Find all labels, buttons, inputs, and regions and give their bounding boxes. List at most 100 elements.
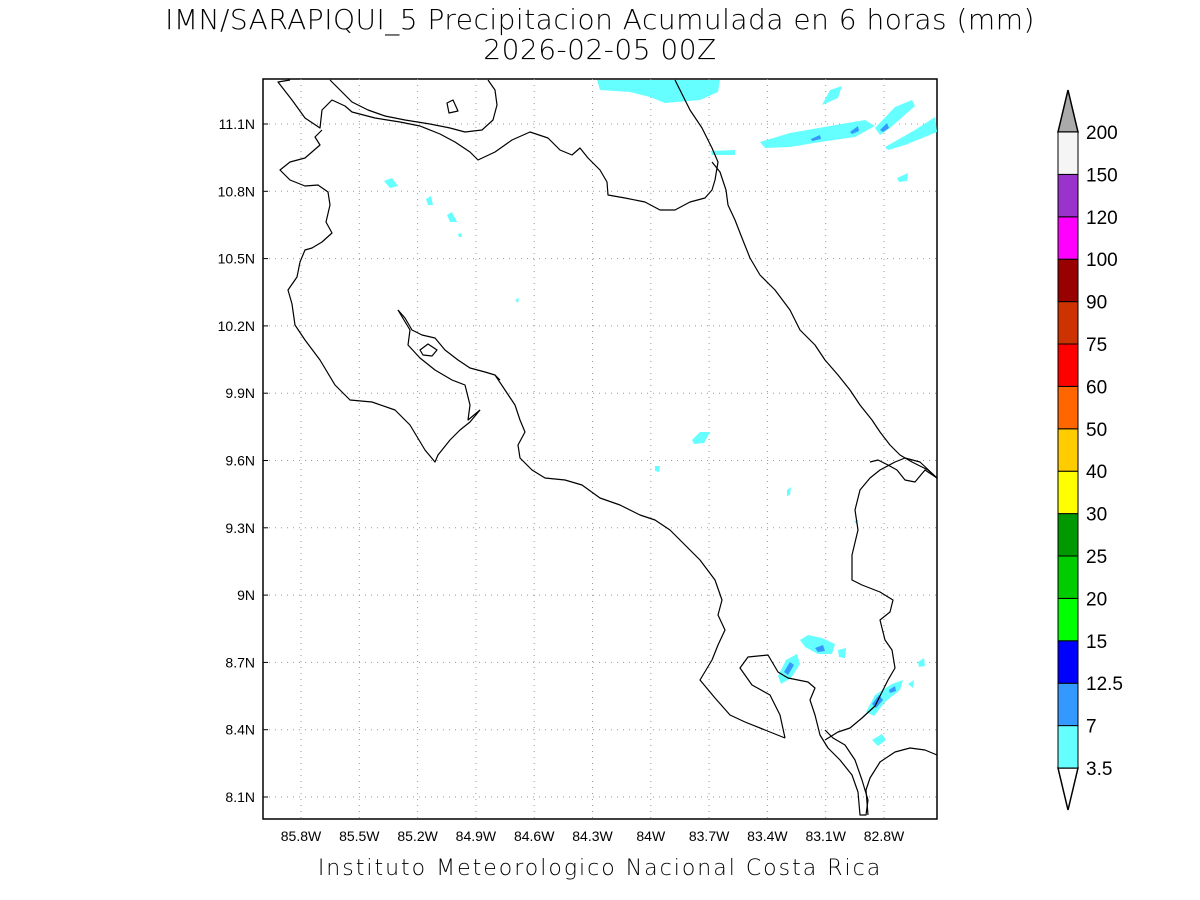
precip-patch bbox=[800, 635, 835, 654]
colorbar-top-arrow bbox=[1057, 89, 1079, 133]
colorbar-swatch bbox=[1057, 343, 1079, 387]
precip-patch bbox=[711, 150, 735, 155]
colorbar-label: 100 bbox=[1086, 250, 1118, 271]
precipitation-patches bbox=[384, 80, 937, 746]
colorbar-label: 75 bbox=[1086, 335, 1107, 356]
gridlines bbox=[263, 79, 937, 819]
colorbar-swatch bbox=[1057, 428, 1079, 472]
lon-label: 84.9W bbox=[456, 828, 497, 844]
precip-patch bbox=[811, 135, 821, 141]
lat-label: 9.9N bbox=[225, 385, 255, 401]
lon-label: 85.2W bbox=[397, 828, 438, 844]
caribbean-coast bbox=[711, 161, 938, 479]
colorbar-bottom-arrow bbox=[1057, 767, 1079, 811]
lat-label: 8.4N bbox=[225, 722, 255, 738]
precip-patch bbox=[850, 126, 859, 134]
colorbar-label: 120 bbox=[1086, 208, 1118, 229]
precip-patch bbox=[458, 233, 462, 237]
lon-label: 84.3W bbox=[572, 828, 613, 844]
colorbar-label: 12.5 bbox=[1086, 674, 1123, 695]
latitude-labels: 11.1N 10.8N 10.5N 10.2N 9.9N 9.6N 9.3N 9N 8.7N 8.… bbox=[218, 116, 255, 805]
lat-label: 9.6N bbox=[225, 453, 255, 469]
lat-label: 10.2N bbox=[218, 318, 255, 334]
precip-patch bbox=[515, 298, 519, 303]
colorbar-swatch bbox=[1057, 216, 1079, 260]
colorbar-label: 25 bbox=[1086, 547, 1107, 568]
lat-label: 8.1N bbox=[225, 789, 255, 805]
precip-patch bbox=[760, 120, 875, 148]
golfito-coast bbox=[824, 457, 938, 741]
colorbar-label: 50 bbox=[1086, 420, 1107, 441]
map-frame bbox=[262, 78, 938, 820]
precip-patch bbox=[426, 196, 433, 205]
precip-patch bbox=[655, 466, 660, 472]
lat-label: 11.1N bbox=[219, 116, 255, 132]
precip-patch bbox=[822, 86, 842, 105]
colorbar: 3.5 7 12.5 15 20 25 30 40 50 60 75 90 100 120 150 200 bbox=[1057, 89, 1123, 811]
latitude-ticks bbox=[263, 123, 268, 798]
precip-patch bbox=[384, 178, 398, 188]
colorbar-label: 150 bbox=[1086, 165, 1118, 186]
lake-island bbox=[446, 99, 459, 114]
precip-patch bbox=[897, 173, 908, 182]
lat-label: 9N bbox=[237, 587, 255, 603]
precip-patch bbox=[908, 680, 914, 688]
nicaragua-coast-north bbox=[329, 79, 498, 133]
colorbar-swatch bbox=[1057, 597, 1079, 642]
coastlines-borders bbox=[277, 79, 938, 816]
colorbar-swatch bbox=[1057, 682, 1079, 727]
colorbar-label: 7 bbox=[1086, 717, 1097, 738]
colorbar-swatch bbox=[1057, 173, 1079, 218]
precip-patch bbox=[447, 212, 457, 222]
lon-label: 83.7W bbox=[689, 828, 730, 844]
precip-patch bbox=[597, 80, 720, 103]
colorbar-swatch bbox=[1057, 725, 1079, 769]
colorbar-swatch bbox=[1057, 555, 1079, 599]
panama-border bbox=[865, 747, 938, 816]
osa-peninsula bbox=[739, 654, 869, 816]
lat-label: 10.5N bbox=[218, 251, 255, 267]
colorbar-label: 20 bbox=[1086, 589, 1107, 610]
colorbar-label: 200 bbox=[1086, 123, 1118, 144]
colorbar-swatch bbox=[1057, 301, 1079, 345]
nicoya-gulf bbox=[397, 309, 501, 381]
nicaragua-border bbox=[277, 79, 719, 211]
precip-patch bbox=[838, 648, 846, 658]
precip-patch bbox=[918, 658, 925, 667]
lon-label: 83.4W bbox=[747, 828, 788, 844]
lon-label: 85.8W bbox=[281, 828, 322, 844]
pacific-coast bbox=[279, 129, 481, 463]
lat-label: 8.7N bbox=[225, 654, 255, 670]
colorbar-label: 90 bbox=[1086, 293, 1107, 314]
lat-label: 10.8N bbox=[218, 183, 255, 199]
precip-patch bbox=[815, 645, 825, 652]
colorbar-label: 30 bbox=[1086, 505, 1107, 526]
colorbar-swatch bbox=[1057, 640, 1079, 684]
precip-patch bbox=[692, 432, 710, 444]
precip-patch bbox=[787, 487, 791, 496]
precip-patch bbox=[885, 117, 937, 150]
longitude-labels: 85.8W 85.5W 85.2W 84.9W 84.6W 84.3W 84W 83.7W 83… bbox=[281, 828, 905, 844]
colorbar-swatch bbox=[1057, 385, 1079, 430]
central-pacific-coast bbox=[494, 374, 786, 739]
colorbar-swatch bbox=[1057, 258, 1079, 303]
lon-label: 84W bbox=[636, 828, 666, 844]
precip-patch bbox=[880, 123, 889, 132]
colorbar-label: 40 bbox=[1086, 462, 1107, 483]
precip-patch bbox=[889, 686, 896, 693]
lon-label: 84.6W bbox=[514, 828, 555, 844]
precip-patch bbox=[784, 662, 794, 675]
colorbar-swatch bbox=[1057, 131, 1079, 175]
lon-label: 85.5W bbox=[339, 828, 380, 844]
colorbar-label: 15 bbox=[1086, 632, 1107, 653]
colorbar-swatch bbox=[1057, 513, 1079, 557]
lon-label: 83.1W bbox=[805, 828, 846, 844]
map-title: IMN/SARAPIQUI_5 Precipitacion Acumulada … bbox=[165, 3, 1035, 36]
precip-patch bbox=[872, 734, 886, 746]
map-date: 2026-02-05 00Z bbox=[483, 33, 717, 66]
lon-label: 82.8W bbox=[864, 828, 905, 844]
nicoya-gulf-inner bbox=[397, 309, 481, 421]
colorbar-label: 60 bbox=[1086, 377, 1107, 398]
lat-label: 9.3N bbox=[225, 520, 255, 536]
